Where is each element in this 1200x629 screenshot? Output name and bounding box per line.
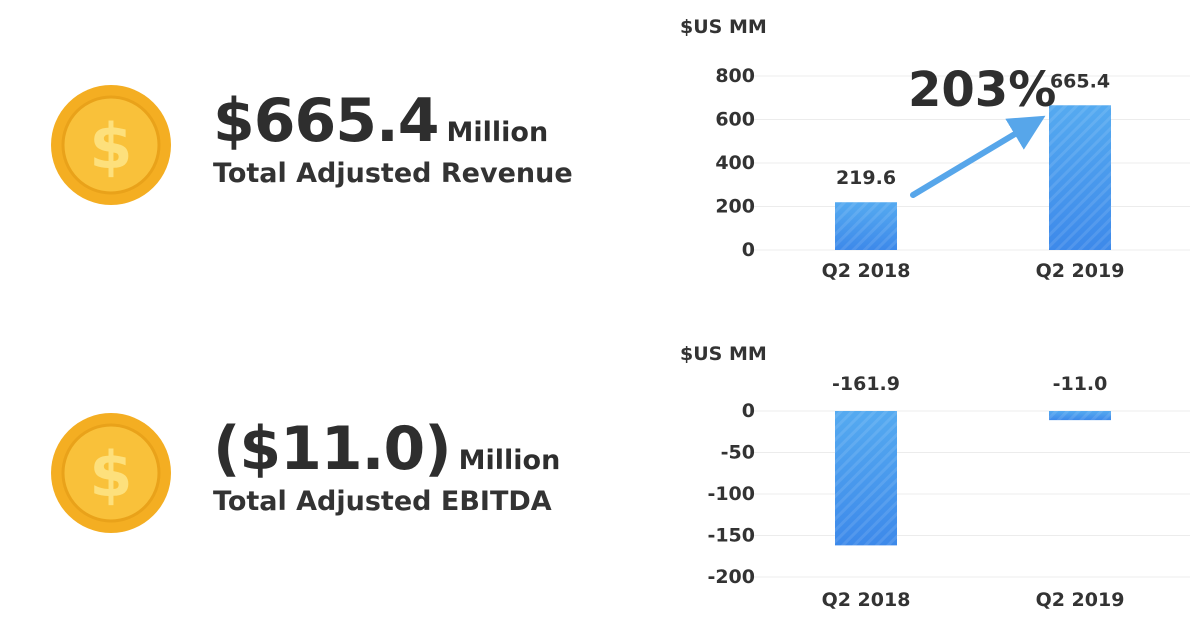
- svg-text:$: $: [89, 438, 132, 511]
- value-label: 665.4: [1050, 70, 1110, 92]
- x-tick-label: Q2 2018: [822, 589, 911, 611]
- revenue-label: Total Adjusted Revenue: [213, 158, 573, 189]
- revenue-value: $665.4: [213, 86, 440, 156]
- y-tick-label: -150: [707, 525, 755, 547]
- y-tick-label: -50: [721, 442, 755, 464]
- ebitda-value: ($11.0): [213, 414, 452, 484]
- ebitda-label: Total Adjusted EBITDA: [213, 486, 552, 517]
- bar-hatch: [835, 411, 897, 546]
- ebitda-unit: Million: [458, 445, 561, 476]
- bar-hatch: [1049, 105, 1111, 250]
- x-tick-label: Q2 2019: [1036, 589, 1125, 611]
- growth-annotation: 203%: [908, 62, 1056, 118]
- x-tick-label: Q2 2019: [1036, 260, 1125, 282]
- ebitda-bar-chart: $US MM 0 -50 -100 -150 -200 -161.9 Q2 2018 -11.0…: [680, 343, 1190, 611]
- dollar-coin-icon: $: [51, 85, 171, 205]
- y-tick-label: 0: [742, 400, 755, 422]
- value-label: -161.9: [832, 373, 900, 395]
- y-tick-label: 600: [715, 109, 755, 131]
- y-tick-label: -100: [707, 483, 755, 505]
- y-tick-label: 400: [715, 152, 755, 174]
- x-tick-label: Q2 2018: [822, 260, 911, 282]
- y-axis-label: $US MM: [680, 16, 767, 38]
- bar-hatch: [835, 202, 897, 250]
- revenue-bar-chart: $US MM 0 200 400 600 800 219.6 Q2 2018 665.4 Q2 2…: [680, 16, 1190, 282]
- ebitda-kpi: $ ($11.0) Million Total Adjusted EBITDA: [50, 404, 610, 544]
- bar-hatch: [1049, 411, 1111, 421]
- revenue-kpi: $ $665.4 Million Total Adjusted Revenue: [50, 76, 610, 216]
- revenue-chart: $US MM 0 200 400 600 800 219.6 Q2 2018 665.4 Q2 2…: [660, 0, 1200, 300]
- y-tick-label: 200: [715, 196, 755, 218]
- y-tick-label: 800: [715, 65, 755, 87]
- y-tick-label: -200: [707, 566, 755, 588]
- svg-text:$: $: [89, 110, 132, 183]
- growth-arrow: [910, 115, 1046, 198]
- revenue-unit: Million: [446, 117, 549, 148]
- dollar-coin-icon: $: [51, 413, 171, 533]
- y-tick-label: 0: [742, 239, 755, 261]
- value-label: -11.0: [1053, 373, 1108, 395]
- y-axis-label: $US MM: [680, 343, 767, 365]
- ebitda-chart: $US MM 0 -50 -100 -150 -200 -161.9 Q2 2018 -11.0…: [660, 330, 1200, 629]
- value-label: 219.6: [836, 167, 896, 189]
